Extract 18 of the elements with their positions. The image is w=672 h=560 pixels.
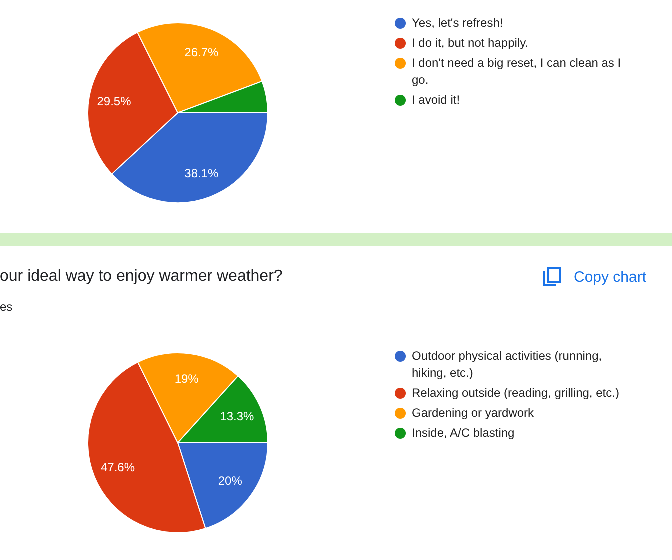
- data-label: 19%: [174, 372, 200, 386]
- legend-label: Yes, let's refresh!: [412, 16, 504, 30]
- legend-label: I don't need a big reset, I can clean as I go.: [412, 56, 622, 87]
- legend-label: I do it, but not happily.: [412, 36, 529, 50]
- legend-label: Relaxing outside (reading, grilling, etc.): [412, 386, 620, 400]
- legend-label: Outdoor physical activities (running, hiking, etc.): [412, 349, 602, 380]
- legend-label: I avoid it!: [412, 93, 460, 107]
- data-label: 38.1%: [184, 166, 220, 180]
- data-label: 20%: [218, 474, 243, 488]
- legend-label: Inside, A/C blasting: [412, 426, 515, 440]
- text: Copy chart: [574, 268, 647, 286]
- legend-label: Gardening or yardwork: [412, 406, 534, 420]
- data-label: 26.7%: [184, 46, 220, 60]
- data-label: 47.6%: [100, 460, 136, 474]
- data-label: 29.5%: [97, 94, 132, 108]
- chart-title: our ideal way to enjoy warmer weather?: [0, 268, 283, 285]
- chart-subtitle: es: [0, 300, 13, 314]
- data-label: 13.3%: [220, 410, 255, 424]
